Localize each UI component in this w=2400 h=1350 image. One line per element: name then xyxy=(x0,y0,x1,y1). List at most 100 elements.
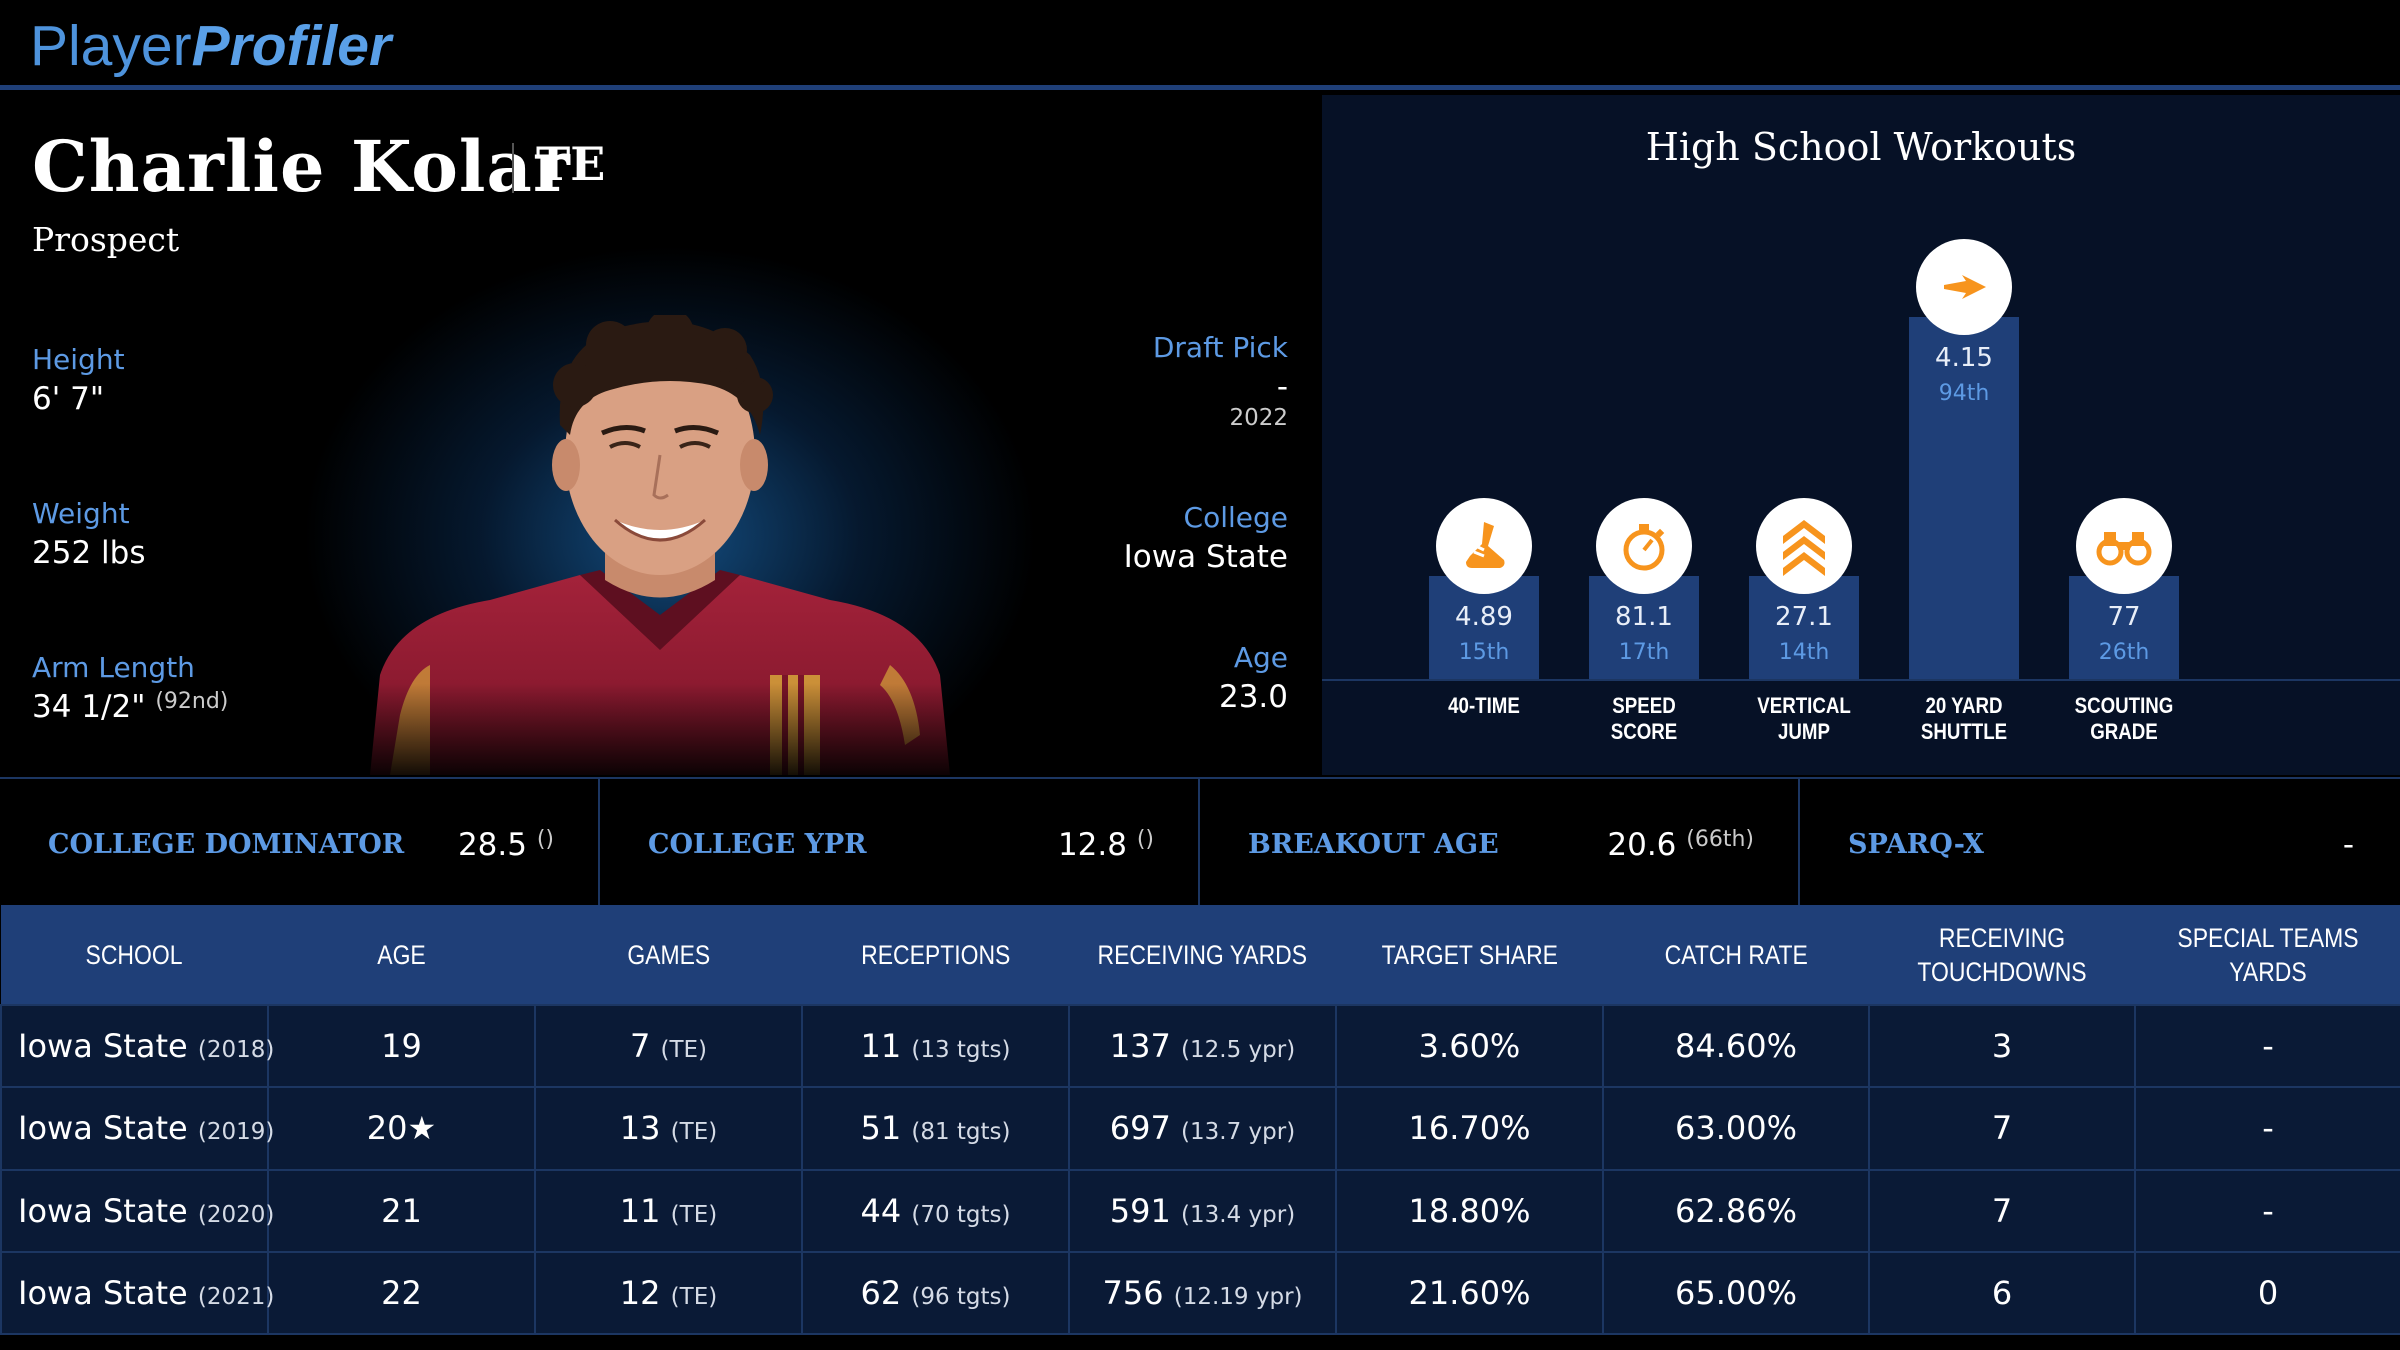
chevrons-up-icon xyxy=(1756,498,1852,594)
col-header-target-share[interactable]: TARGET SHARE xyxy=(1336,905,1603,1005)
workout-bar[interactable] xyxy=(1909,317,2019,679)
logo-part-profiler: Profiler xyxy=(191,14,392,78)
player-hero-panel: Charlie Kolar TE Prospect Height 6' 7" W… xyxy=(0,95,1320,775)
cell-sub-value: (12.19 ypr) xyxy=(1173,1283,1303,1310)
cell-receiving-touchdowns: 7 xyxy=(1868,1086,2136,1171)
cell-sub-value: (81 tgts) xyxy=(911,1119,1011,1146)
cell-school[interactable]: Iowa State (2021) xyxy=(0,1250,274,1336)
cell-value: 756 xyxy=(1102,1273,1164,1312)
col-header-catch-rate[interactable]: CATCH RATE xyxy=(1603,905,1869,1005)
cell-special-teams-yards: 0 xyxy=(2134,1250,2400,1336)
table-row[interactable]: Iowa State (2021) 22 12 (TE) 62 (96 tgts) 75… xyxy=(0,1250,2400,1336)
cell-age: 22 xyxy=(267,1250,536,1336)
cell-value: 12 xyxy=(619,1273,661,1312)
logo-part-player: Player xyxy=(30,14,192,78)
draft-year: 2022 xyxy=(1229,405,1288,431)
cell-catch-rate: 65.00% xyxy=(1602,1250,1870,1336)
col-header-receiving-yards[interactable]: RECEIVING YARDS xyxy=(1069,905,1336,1005)
metric-number: 12.8 xyxy=(1057,827,1127,863)
height-value: 6' 7" xyxy=(32,381,105,417)
workout-value: 81.1 xyxy=(1615,602,1673,632)
player-position: TE xyxy=(536,137,606,191)
cell-games: 13 (TE) xyxy=(534,1086,803,1171)
cell-receiving-yards: 697 (13.7 ypr) xyxy=(1068,1086,1337,1171)
cell-value: 0 xyxy=(2257,1273,2279,1312)
workout-label-line1: VERTICAL xyxy=(1757,693,1851,718)
player-photo xyxy=(370,315,950,775)
cell-receptions: 44 (70 tgts) xyxy=(801,1168,1070,1253)
cell-age: 20★ xyxy=(267,1086,536,1171)
cell-value: 21.60% xyxy=(1408,1273,1531,1312)
metric-percentile: (66th) xyxy=(1686,827,1754,852)
position-divider xyxy=(512,143,514,193)
metric-value: 12.8 () xyxy=(1058,827,1154,863)
stopwatch-icon xyxy=(1596,498,1692,594)
top-bar: PlayerProfiler xyxy=(0,0,2400,90)
metric-percentile: () xyxy=(1136,827,1154,852)
metric-value: 28.5 () xyxy=(458,827,554,863)
arm-length-label: Arm Length xyxy=(32,651,195,684)
cell-value: Iowa State xyxy=(18,1273,188,1312)
cell-catch-rate: 63.00% xyxy=(1602,1086,1870,1171)
metric-breakout-age[interactable]: BREAKOUT AGE 20.6 (66th) xyxy=(1200,779,1800,907)
cell-receiving-yards: 137 (12.5 ypr) xyxy=(1068,1003,1337,1089)
cell-value: 3 xyxy=(1991,1027,2013,1066)
col-header-age[interactable]: AGE xyxy=(268,905,535,1005)
college-value[interactable]: Iowa State xyxy=(1123,539,1288,575)
cell-value: 19 xyxy=(381,1027,422,1066)
col-header-school[interactable]: SCHOOL xyxy=(1,905,268,1005)
cell-value: 11 xyxy=(619,1191,661,1230)
cell-catch-rate: 84.60% xyxy=(1602,1003,1870,1089)
cell-school[interactable]: Iowa State (2020) xyxy=(0,1168,274,1253)
workout-label-line2: SCORE xyxy=(1610,719,1678,744)
cell-value: 7 xyxy=(629,1027,651,1066)
workout-label-line1: SCOUTING xyxy=(2074,693,2174,718)
cell-value: 84.60% xyxy=(1674,1027,1797,1066)
metric-number: - xyxy=(2342,827,2354,863)
cell-target-share: 21.60% xyxy=(1335,1250,1604,1336)
workout-value: 27.1 xyxy=(1775,602,1833,632)
metric-sparq-x[interactable]: SPARQ-X - xyxy=(1800,779,2400,907)
college-label: College xyxy=(1183,501,1288,534)
college-stats-table: SCHOOL AGE GAMES RECEPTIONS RECEIVING YA… xyxy=(0,905,2400,1336)
cell-value: - xyxy=(2262,1109,2274,1148)
metric-name: COLLEGE DOMINATOR xyxy=(48,829,405,860)
player-status: Prospect xyxy=(32,220,180,259)
cell-value: 44 xyxy=(860,1191,902,1230)
cell-value: 20★ xyxy=(366,1109,437,1148)
cell-value: 65.00% xyxy=(1674,1273,1797,1312)
col-header-games[interactable]: GAMES xyxy=(535,905,802,1005)
cell-sub-value: (2018) xyxy=(197,1037,275,1064)
cell-sub-value: (TE) xyxy=(660,1037,708,1064)
metric-divider xyxy=(1798,779,1800,907)
cell-value: - xyxy=(2262,1191,2274,1230)
cell-special-teams-yards: - xyxy=(2134,1086,2400,1171)
col-header-receptions[interactable]: RECEPTIONS xyxy=(802,905,1069,1005)
cell-school[interactable]: Iowa State (2018) xyxy=(0,1003,274,1089)
workouts-title: High School Workouts xyxy=(1645,125,2077,169)
col-header-special-teams-yards[interactable]: SPECIAL TEAMS YARDS xyxy=(2135,905,2400,1005)
metric-name: BREAKOUT AGE xyxy=(1248,829,1499,860)
metric-college-ypr[interactable]: COLLEGE YPR 12.8 () xyxy=(600,779,1200,907)
cell-school[interactable]: Iowa State (2019) xyxy=(0,1086,274,1171)
cell-receptions: 11 (13 tgts) xyxy=(801,1003,1070,1089)
table-row[interactable]: Iowa State (2019) 20★ 13 (TE) 51 (81 tgts) 6… xyxy=(0,1086,2400,1171)
cell-sub-value: (2019) xyxy=(197,1119,275,1146)
age-value: 23.0 xyxy=(1218,679,1288,715)
col-header-receiving-touchdowns[interactable]: RECEIVING TOUCHDOWNS xyxy=(1869,905,2135,1005)
cell-value: 18.80% xyxy=(1408,1191,1531,1230)
lightning-icon xyxy=(1916,239,2012,335)
workout-percentile: 26th xyxy=(2098,640,2150,665)
arm-length-percentile: (92nd) xyxy=(155,689,229,714)
table-row[interactable]: Iowa State (2020) 21 11 (TE) 44 (70 tgts) 59… xyxy=(0,1168,2400,1253)
table-row[interactable]: Iowa State (2018) 19 7 (TE) 11 (13 tgts) 137… xyxy=(0,1003,2400,1089)
metric-college-dominator[interactable]: COLLEGE DOMINATOR 28.5 () xyxy=(0,779,600,907)
metric-value: 20.6 (66th) xyxy=(1607,827,1754,863)
playerprofiler-logo[interactable]: PlayerProfiler xyxy=(30,10,391,82)
cell-value: Iowa State xyxy=(18,1109,188,1148)
cell-value: 591 xyxy=(1109,1191,1171,1230)
cell-sub-value: (TE) xyxy=(670,1201,718,1228)
cell-receiving-yards: 591 (13.4 ypr) xyxy=(1068,1168,1337,1253)
table-header-row: SCHOOL AGE GAMES RECEPTIONS RECEIVING YA… xyxy=(1,905,2400,1005)
cell-receiving-yards: 756 (12.19 ypr) xyxy=(1068,1250,1337,1336)
